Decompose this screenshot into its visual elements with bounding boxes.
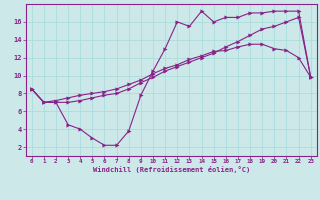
X-axis label: Windchill (Refroidissement éolien,°C): Windchill (Refroidissement éolien,°C) xyxy=(92,166,250,173)
